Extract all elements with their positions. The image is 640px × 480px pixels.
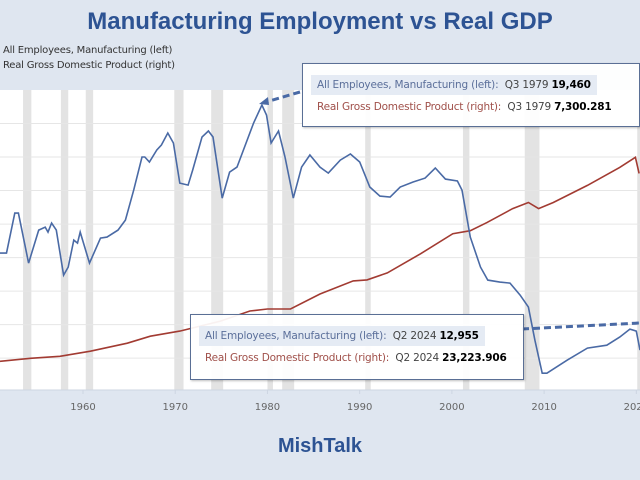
recession-band bbox=[282, 90, 295, 390]
recession-band bbox=[211, 90, 224, 390]
tooltip-connector-2 bbox=[521, 321, 640, 331]
recession-band bbox=[524, 90, 540, 390]
recession-band bbox=[174, 90, 184, 390]
recession-band bbox=[637, 90, 640, 390]
legend-gdp: Real Gross Domestic Product (right) bbox=[3, 60, 175, 71]
tooltip-row-employment: All Employees, Manufacturing (left): Q2 … bbox=[199, 326, 485, 346]
footer-brand: MishTalk bbox=[277, 435, 363, 457]
x-tick-label: 1960 bbox=[70, 402, 95, 413]
recession-band bbox=[462, 90, 470, 390]
x-tick-label: 2000 bbox=[439, 402, 464, 413]
tooltip-row-employment: All Employees, Manufacturing (left): Q3 … bbox=[311, 75, 597, 95]
recession-band bbox=[60, 90, 69, 390]
tooltip-row-gdp: Real Gross Domestic Product (right): Q3 … bbox=[317, 101, 612, 113]
recession-band bbox=[23, 90, 32, 390]
x-tick-label: 1980 bbox=[255, 402, 280, 413]
x-tick-label: 1990 bbox=[347, 402, 372, 413]
chart-title: Manufacturing Employment vs Real GDP bbox=[87, 8, 553, 35]
employment-series-line bbox=[0, 103, 640, 374]
recession-band bbox=[85, 90, 94, 390]
tooltip-1979: All Employees, Manufacturing (left): Q3 … bbox=[302, 63, 640, 127]
legend-employment: All Employees, Manufacturing (left) bbox=[3, 45, 173, 56]
tooltip-connector-1 bbox=[265, 90, 301, 104]
x-tick-label: 1970 bbox=[162, 402, 187, 413]
recession-band bbox=[365, 90, 371, 390]
x-tick-label: 2010 bbox=[531, 402, 556, 413]
x-tick-label: 2020 bbox=[624, 402, 640, 413]
tooltip-2024: All Employees, Manufacturing (left): Q2 … bbox=[190, 314, 524, 380]
gdp-series-line bbox=[0, 156, 640, 363]
arrow-icon bbox=[259, 97, 269, 105]
tooltip-row-gdp: Real Gross Domestic Product (right): Q2 … bbox=[205, 352, 507, 364]
recession-band bbox=[267, 90, 273, 390]
